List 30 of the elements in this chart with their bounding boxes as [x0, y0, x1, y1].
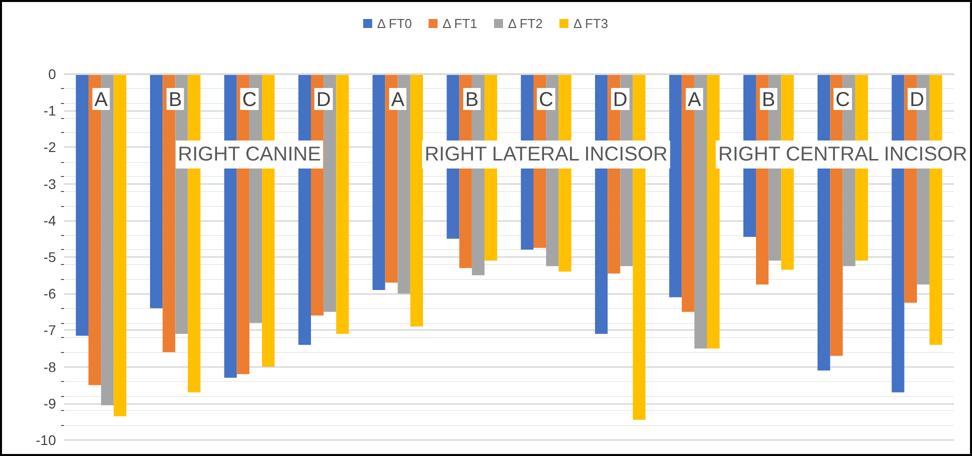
x-tick-label: B	[762, 89, 776, 111]
x-tick-label: C	[836, 89, 850, 111]
legend-label: Δ FT0	[377, 16, 412, 31]
annotation: RIGHT LATERAL INCISOR	[424, 144, 668, 166]
x-tick-label: C	[242, 89, 257, 111]
x-tick-label: A	[391, 89, 406, 111]
annotation: RIGHT CENTRAL INCISOR	[718, 144, 968, 166]
legend-label: Δ FT3	[573, 16, 608, 31]
x-tick-label: B	[465, 89, 479, 111]
y-tick-label: -4	[44, 212, 56, 228]
x-tick-label: D	[910, 89, 924, 111]
y-tick-label: -2	[44, 139, 56, 156]
y-tick-label: -8	[44, 358, 56, 375]
legend-label: Δ FT1	[442, 16, 478, 31]
x-tick-label: A	[94, 89, 108, 111]
y-tick-label: -6	[44, 286, 56, 302]
y-tick-label: -3	[44, 176, 56, 192]
annotation: RIGHT CANINE	[178, 144, 321, 166]
x-tick-label: A	[688, 89, 702, 111]
x-tick-label: B	[168, 89, 182, 111]
y-tick-label: -1	[44, 102, 56, 119]
y-tick-label: -5	[44, 249, 56, 265]
x-tick-label: C	[538, 89, 554, 111]
y-tick-label: 0	[48, 66, 56, 82]
x-tick-label: D	[613, 89, 628, 111]
x-tick-label: D	[316, 89, 331, 111]
y-tick-label: -9	[44, 395, 56, 412]
y-tick-label: -7	[44, 322, 56, 338]
legend-label: Δ FT2	[508, 16, 543, 31]
y-tick-label: -10	[36, 432, 56, 448]
